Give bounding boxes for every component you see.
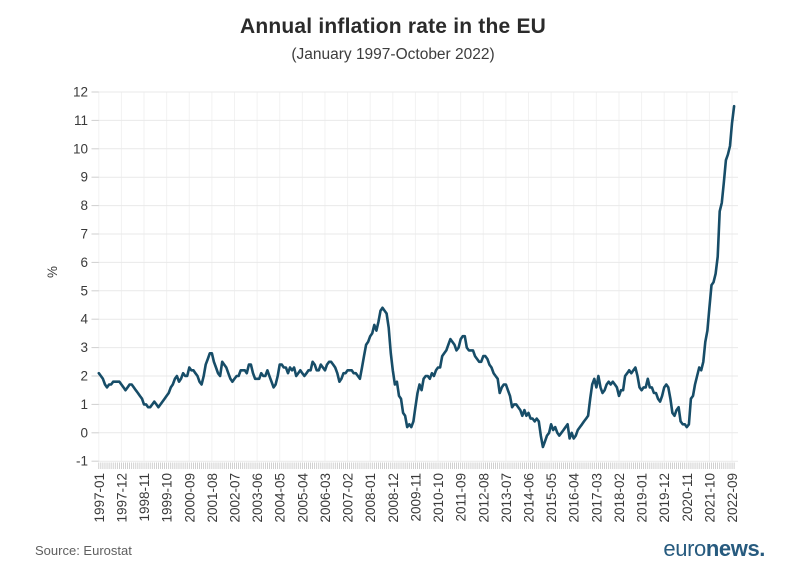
svg-text:1998-11: 1998-11 bbox=[137, 473, 152, 522]
logo-news-text: news. bbox=[705, 536, 766, 561]
svg-text:3: 3 bbox=[80, 340, 88, 355]
svg-text:2018-02: 2018-02 bbox=[612, 473, 627, 523]
svg-text:1997-01: 1997-01 bbox=[92, 473, 107, 523]
svg-text:1: 1 bbox=[80, 397, 88, 412]
logo-euro-text: euro bbox=[663, 536, 706, 561]
svg-text:2001-08: 2001-08 bbox=[205, 473, 220, 523]
svg-text:8: 8 bbox=[80, 198, 88, 213]
svg-text:2005-04: 2005-04 bbox=[295, 473, 310, 523]
svg-text:9: 9 bbox=[80, 170, 88, 185]
svg-text:10: 10 bbox=[73, 141, 88, 156]
page-subtitle: (January 1997-October 2022) bbox=[291, 46, 495, 63]
svg-text:2019-01: 2019-01 bbox=[635, 473, 650, 523]
svg-text:7: 7 bbox=[80, 227, 88, 242]
svg-text:2008-01: 2008-01 bbox=[363, 473, 378, 523]
svg-text:2009-11: 2009-11 bbox=[408, 473, 423, 522]
svg-text:2003-06: 2003-06 bbox=[250, 473, 265, 523]
svg-text:2021-10: 2021-10 bbox=[702, 473, 717, 523]
svg-text:2: 2 bbox=[80, 369, 88, 384]
svg-text:2004-05: 2004-05 bbox=[273, 473, 288, 523]
svg-text:-1: -1 bbox=[76, 454, 88, 469]
svg-text:2014-06: 2014-06 bbox=[522, 473, 537, 523]
svg-text:2006-03: 2006-03 bbox=[318, 473, 333, 523]
svg-text:6: 6 bbox=[80, 255, 88, 270]
svg-text:2017-03: 2017-03 bbox=[589, 473, 604, 523]
svg-text:12: 12 bbox=[73, 85, 88, 100]
svg-text:11: 11 bbox=[74, 113, 88, 128]
svg-text:0: 0 bbox=[80, 425, 88, 440]
svg-text:2008-12: 2008-12 bbox=[386, 473, 401, 523]
source-note: Source: Eurostat bbox=[35, 543, 132, 558]
svg-text:1999-10: 1999-10 bbox=[160, 473, 175, 523]
svg-text:2013-07: 2013-07 bbox=[499, 473, 514, 523]
svg-text:2022-09: 2022-09 bbox=[725, 473, 740, 523]
svg-text:%: % bbox=[45, 266, 60, 278]
svg-text:2002-07: 2002-07 bbox=[227, 473, 242, 523]
svg-text:2007-02: 2007-02 bbox=[341, 473, 356, 523]
page-title: Annual inflation rate in the EU bbox=[239, 15, 547, 38]
svg-text:5: 5 bbox=[80, 283, 88, 298]
svg-text:2012-08: 2012-08 bbox=[476, 473, 491, 523]
svg-text:2000-09: 2000-09 bbox=[182, 473, 197, 523]
svg-text:2016-04: 2016-04 bbox=[567, 473, 582, 523]
svg-text:2019-12: 2019-12 bbox=[657, 473, 672, 523]
svg-text:2011-09: 2011-09 bbox=[454, 473, 469, 522]
svg-text:2010-10: 2010-10 bbox=[431, 473, 446, 523]
svg-text:2015-05: 2015-05 bbox=[544, 473, 559, 523]
svg-text:4: 4 bbox=[80, 312, 88, 327]
euronews-logo: euronews. bbox=[663, 536, 765, 562]
svg-text:2020-11: 2020-11 bbox=[680, 473, 695, 522]
svg-text:1997-12: 1997-12 bbox=[114, 473, 129, 523]
